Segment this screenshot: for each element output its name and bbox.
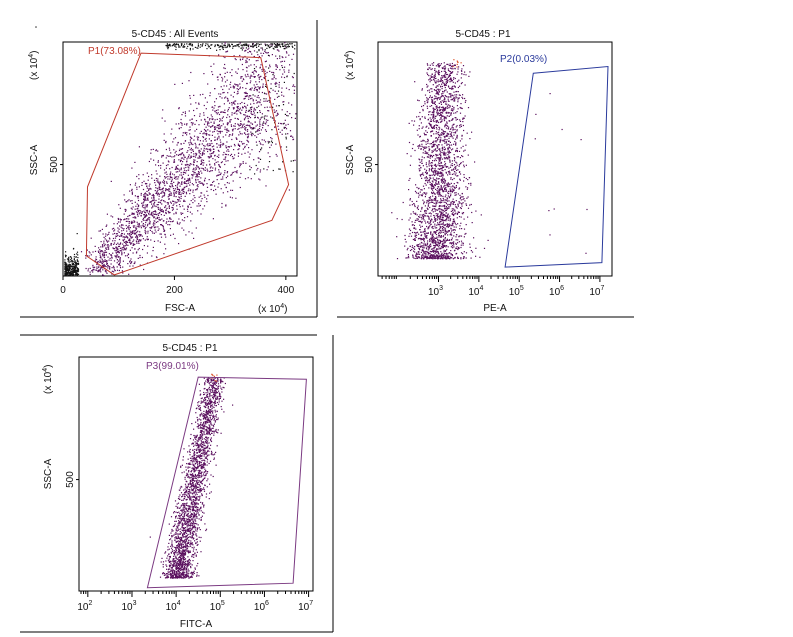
gate-polygon-p2[interactable] — [504, 65, 609, 268]
scatter-points — [64, 42, 297, 276]
corner-dot — [30, 334, 32, 336]
plot-panel-all-events: 5-CD45 : All Events P1(73.08%) 0 200 400 5… — [20, 20, 318, 318]
y-ticks: 500 — [65, 471, 79, 488]
plot-title: 5-CD45 : P1 — [162, 343, 217, 354]
plot-panel-fitc: 5-CD45 : P1 P3(99.01%) 102 103 104 105 106 10… — [20, 334, 334, 633]
y-tick-label: 500 — [364, 156, 375, 173]
y-axis-label: SSC-A — [345, 144, 356, 175]
x-tick-label: 104 — [468, 285, 483, 298]
gate-label-p3: P3(99.01%) — [146, 361, 199, 372]
plot-title: 5-CD45 : All Events — [132, 29, 219, 40]
y-axis-label: SSC-A — [43, 458, 54, 489]
x-tick-label: 106 — [254, 600, 269, 613]
x-ticks: 102 103 104 105 106 107 — [77, 591, 313, 613]
x-scale-factor: (x 104) — [258, 303, 287, 315]
x-tick-label: 102 — [77, 600, 92, 613]
x-tick-label: 106 — [549, 285, 564, 298]
x-tick-label: 0 — [60, 285, 66, 296]
y-scale-factor: (x 104) — [344, 51, 356, 80]
y-ticks: 500 — [364, 156, 378, 173]
gate-label-p2: P2(0.03%) — [500, 54, 547, 65]
x-tick-label: 103 — [428, 285, 443, 298]
x-axis-label: FSC-A — [165, 303, 195, 314]
plot-frame — [377, 41, 613, 277]
plot-title: 5-CD45 : P1 — [455, 29, 510, 40]
x-ticks: 0 200 400 — [60, 276, 295, 296]
x-axis-label: FITC-A — [180, 619, 213, 630]
x-tick-label: 105 — [509, 285, 524, 298]
x-tick-label: 103 — [121, 600, 136, 613]
gate-polygon-p1[interactable] — [85, 52, 290, 276]
x-tick-label: 107 — [589, 285, 604, 298]
y-scale-factor: (x 104) — [42, 365, 54, 394]
x-tick-label: 107 — [298, 600, 313, 613]
corner-dot — [35, 26, 37, 28]
scatter-points — [391, 59, 588, 260]
x-tick-label: 200 — [166, 285, 183, 296]
y-ticks: 500 — [49, 156, 63, 173]
x-tick-label: 105 — [210, 600, 225, 613]
x-tick-label: 400 — [278, 285, 295, 296]
gate-polygon-p3[interactable] — [146, 376, 307, 589]
gate-label-p1: P1(73.08%) — [88, 46, 141, 57]
y-axis-label: SSC-A — [29, 144, 40, 175]
plot-frame — [62, 41, 298, 277]
svg-text:(x 104): (x 104) — [258, 303, 287, 315]
svg-text:(x 104): (x 104) — [28, 51, 40, 80]
x-axis-label: PE-A — [483, 303, 507, 314]
plot-panel-pe: 5-CD45 : P1 P2(0.03%) 103 104 105 106 107 50… — [337, 29, 634, 318]
x-ticks: 103 104 105 106 107 — [381, 276, 605, 298]
plot-frame — [78, 356, 314, 592]
scatter-points — [149, 373, 234, 579]
x-tick-label: 104 — [166, 600, 181, 613]
y-scale-factor: (x 104) — [28, 51, 40, 80]
y-tick-label: 500 — [49, 156, 60, 173]
y-tick-label: 500 — [65, 471, 76, 488]
